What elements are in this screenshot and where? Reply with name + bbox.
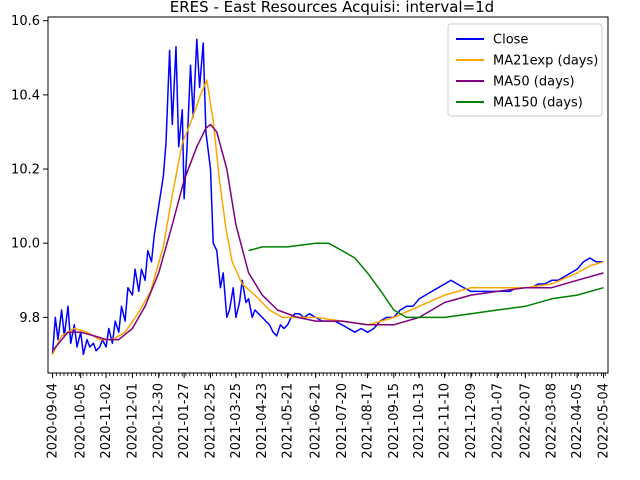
chart-title: ERES - East Resources Acquisi: interval=… bbox=[170, 0, 494, 16]
x-tick-label: 2020-09-04 bbox=[46, 383, 61, 459]
x-tick-label: 2021-07-20 bbox=[335, 383, 350, 459]
y-tick-label: 10.4 bbox=[11, 88, 40, 103]
x-tick-label: 2020-11-02 bbox=[99, 383, 114, 459]
x-tick-label: 2022-03-08 bbox=[545, 383, 560, 459]
x-tick-label: 2021-08-17 bbox=[360, 383, 375, 459]
x-tick-label: 2021-06-21 bbox=[309, 383, 324, 459]
x-tick-label: 2021-11-10 bbox=[438, 383, 453, 459]
x-tick-label: 2021-03-25 bbox=[229, 383, 244, 459]
x-tick-label: 2022-04-05 bbox=[570, 383, 585, 459]
x-tick-label: 2021-01-27 bbox=[177, 383, 192, 459]
x-tick-label: 2020-12-30 bbox=[152, 383, 167, 459]
y-tick-label: 10.2 bbox=[11, 163, 40, 178]
x-tick-label: 2022-01-07 bbox=[490, 383, 505, 459]
x-tick-label: 2021-10-13 bbox=[412, 383, 427, 459]
x-tick-label: 2022-05-04 bbox=[596, 383, 611, 459]
x-tick-label: 2021-12-09 bbox=[464, 383, 479, 459]
x-tick-label: 2021-04-23 bbox=[255, 383, 270, 459]
series-line-0 bbox=[51, 38, 604, 356]
plot-frame bbox=[47, 16, 609, 374]
x-tick-label: 2020-12-01 bbox=[125, 383, 140, 459]
x-tick-label: 2021-09-15 bbox=[387, 383, 402, 459]
series-layer bbox=[51, 38, 604, 356]
y-tick-label: 10.0 bbox=[11, 237, 40, 252]
legend-label: MA21exp (days) bbox=[493, 54, 598, 69]
series-line-2 bbox=[51, 123, 604, 352]
y-axis: 9.8 10.0 10.2 10.4 10.6 bbox=[11, 14, 48, 326]
legend-label: Close bbox=[493, 33, 528, 48]
x-tick-label: 2022-02-07 bbox=[518, 383, 533, 459]
legend-label: MA150 (days) bbox=[493, 96, 583, 111]
legend-label: MA50 (days) bbox=[493, 75, 575, 90]
legend: Close MA21exp (days) MA50 (days) MA150 (day… bbox=[447, 23, 603, 117]
series-line-3 bbox=[248, 242, 604, 319]
legend-box bbox=[447, 23, 603, 117]
x-tick-label: 2021-02-25 bbox=[203, 383, 218, 459]
x-tick-label: 2020-10-05 bbox=[74, 383, 89, 459]
x-axis: 2020-09-04 2020-10-05 2020-11-02 2020-12-01… bbox=[46, 373, 611, 459]
x-tick-label: 2021-05-21 bbox=[281, 383, 296, 459]
series-line-1 bbox=[51, 79, 604, 355]
y-tick-label: 9.8 bbox=[19, 311, 40, 326]
y-tick-label: 10.6 bbox=[11, 14, 40, 29]
